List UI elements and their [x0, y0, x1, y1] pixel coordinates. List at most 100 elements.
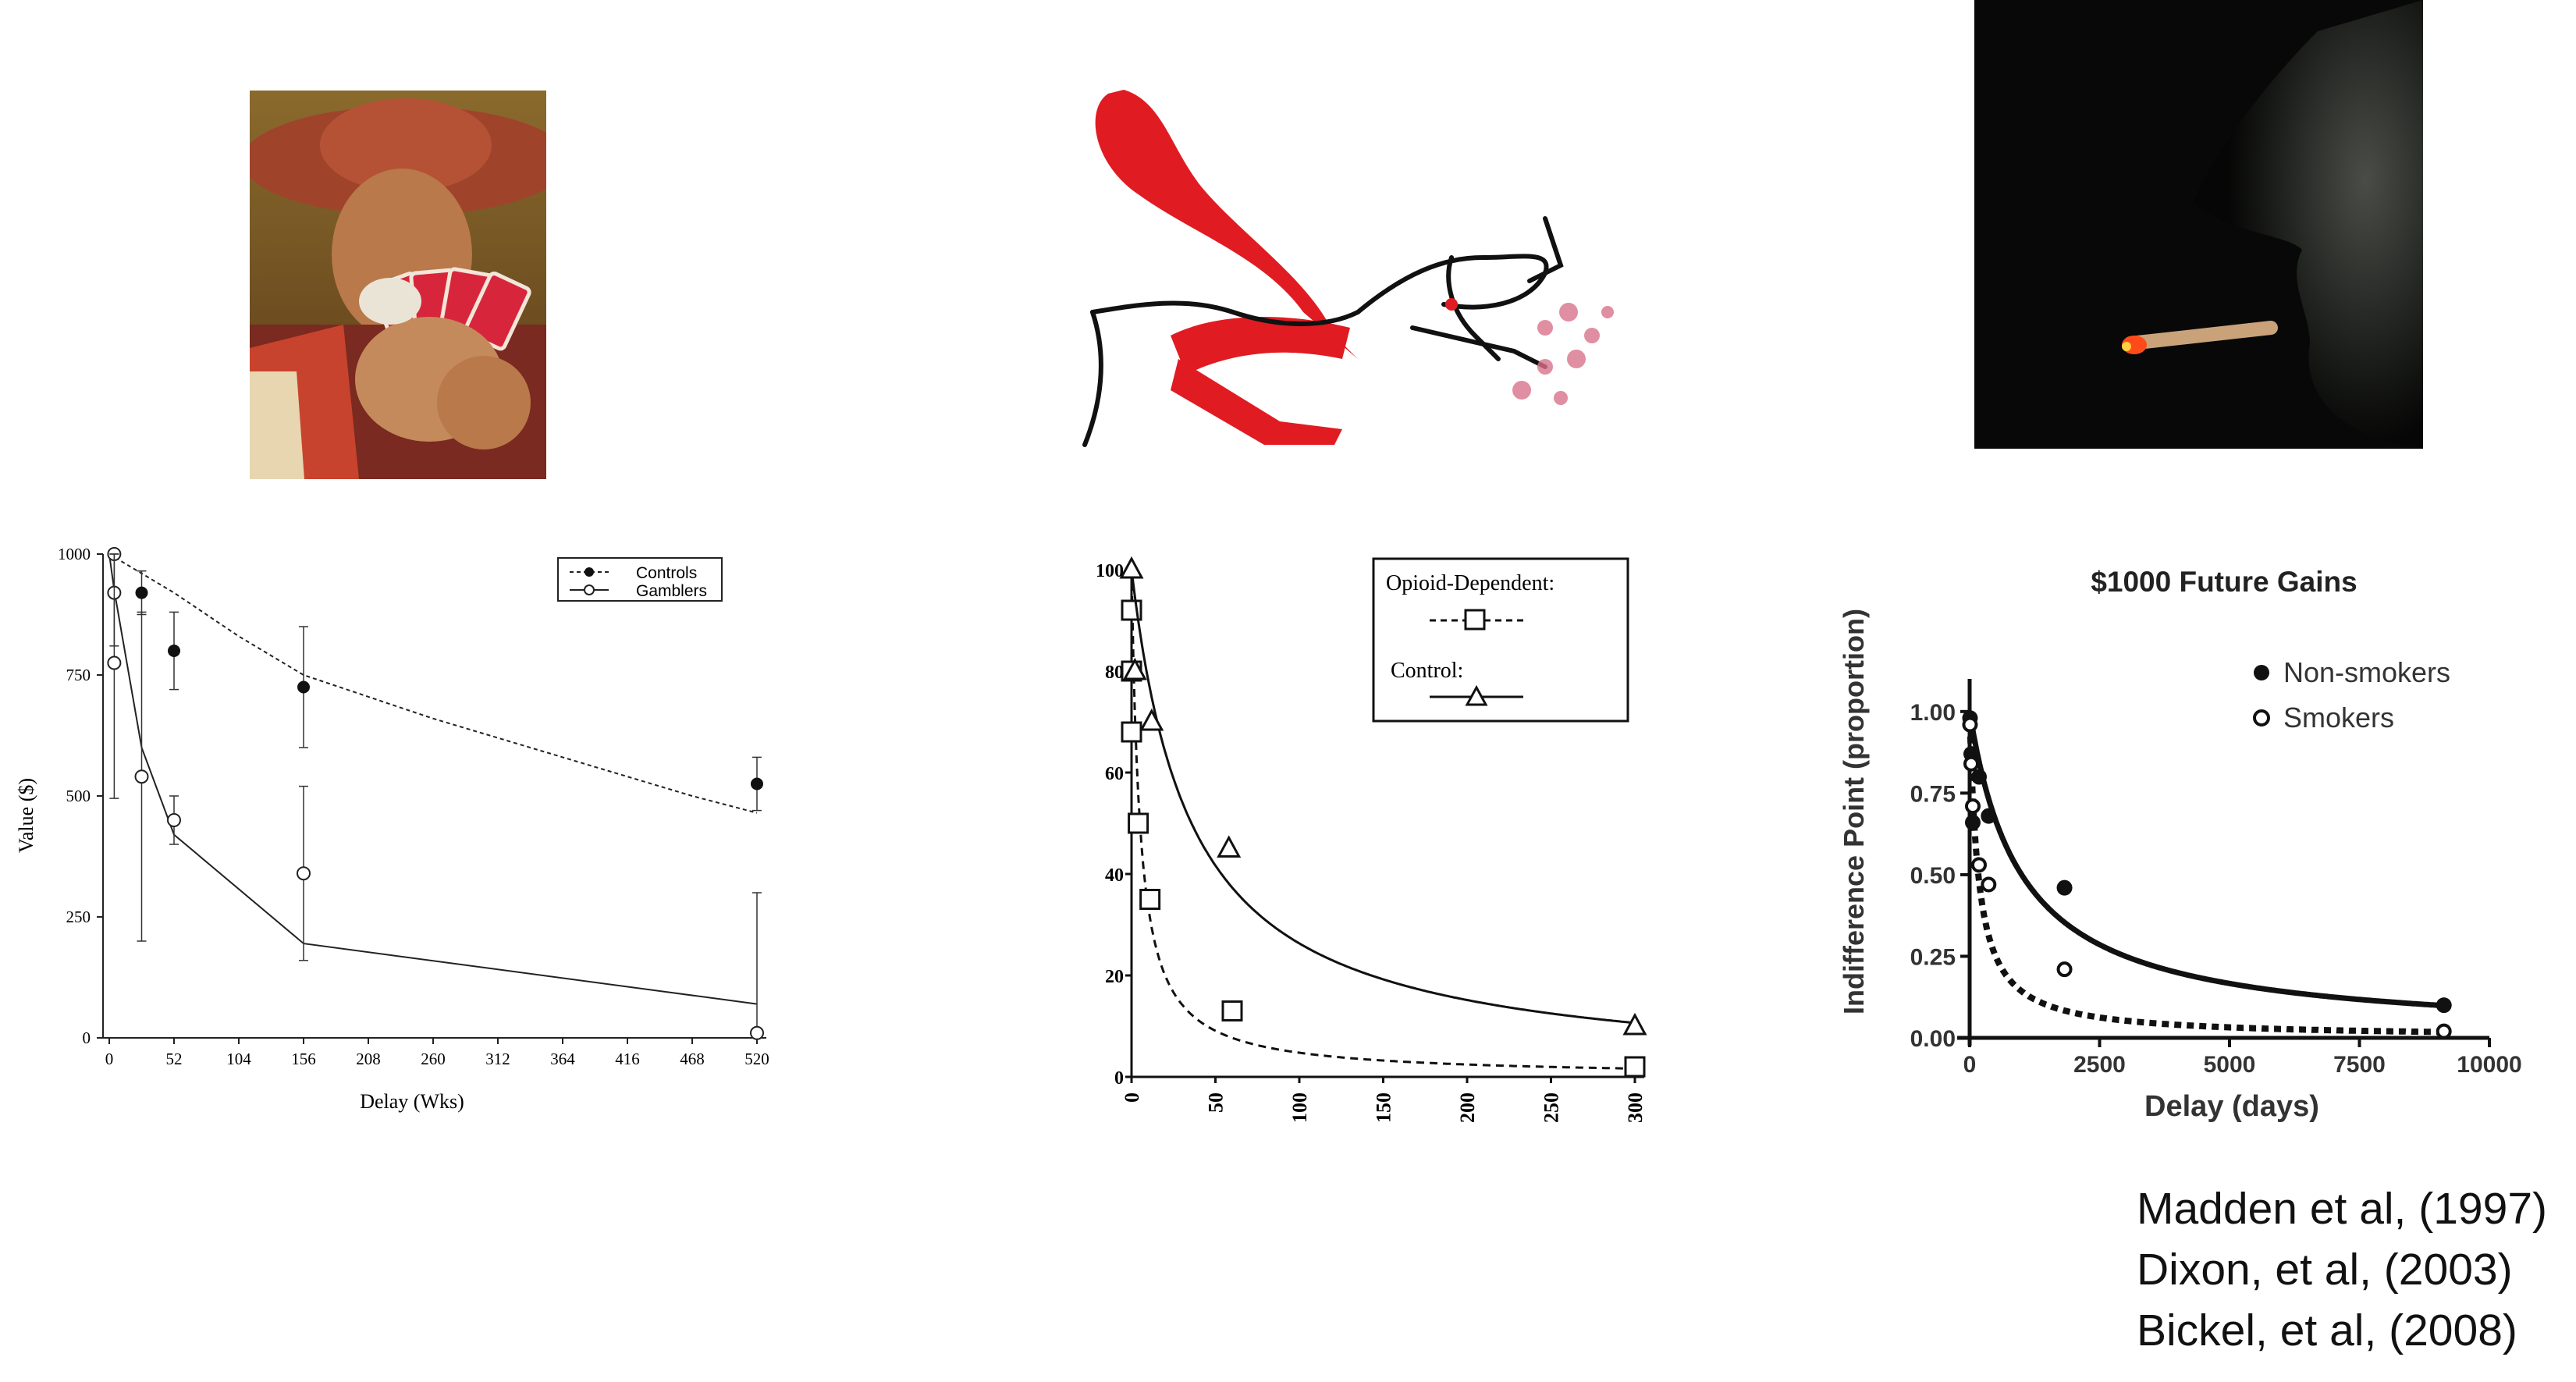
x-tick-label: 0 [1121, 1092, 1143, 1103]
legend: Controls Gamblers [557, 557, 723, 602]
y-tick-label: 500 [66, 787, 91, 805]
data-point-controls [297, 680, 310, 694]
x-tick-label: 208 [356, 1050, 381, 1068]
data-point-non-smokers [1981, 808, 1997, 824]
legend-marker-nonsmokers [2254, 665, 2269, 680]
x-tick-label: 10000 [2457, 1052, 2521, 1078]
card-player-icon [250, 91, 546, 479]
data-point-smokers [1981, 876, 1997, 893]
legend-label-gamblers: Gamblers [636, 582, 707, 600]
y-tick-label: 250 [66, 908, 91, 926]
y-tick-label: 0.00 [1910, 1026, 1956, 1052]
y-tick-label: 40 [1105, 865, 1124, 886]
y-axis-label: Value ($) [15, 778, 37, 853]
y-tick-label: 80 [1105, 663, 1124, 683]
data-point-control [1119, 556, 1144, 579]
legend-marker-gamblers [584, 584, 595, 595]
data-point-gamblers [134, 769, 149, 784]
y-tick-label: 100 [1096, 561, 1124, 581]
series-curve-opioid [1130, 569, 1635, 1070]
chart-delay-discounting-opioid: 0 50 100 150 200 250 300 0 20 40 60 80 100 Opioid-De… [1096, 556, 1647, 1123]
x-tick-label: 200 [1456, 1092, 1479, 1123]
x-axis-label: Delay (Wks) [360, 1090, 464, 1113]
gambler-painting [250, 91, 546, 479]
data-point-control [1122, 657, 1147, 680]
x-tick-label: 52 [166, 1050, 183, 1068]
data-point-control [1217, 835, 1242, 858]
data-point-smokers [1963, 755, 1979, 772]
x-tick-label: 50 [1205, 1092, 1228, 1113]
figure-drawing-icon [1077, 78, 1623, 468]
opioid-drawing [1077, 78, 1623, 468]
x-tick-label: 2500 [2073, 1052, 2126, 1078]
data-point-gamblers [107, 655, 122, 670]
data-point-smokers [1970, 857, 1987, 873]
data-point-controls [168, 645, 180, 657]
series-line-controls [108, 553, 758, 814]
x-tick-label: 364 [550, 1050, 575, 1068]
legend-label-smokers: Smokers [2283, 702, 2394, 734]
x-tick-label: 0 [105, 1050, 114, 1068]
y-tick-label: 0.50 [1910, 863, 1956, 889]
x-tick-label: 104 [226, 1050, 251, 1068]
x-tick-label: 0 [1963, 1052, 1977, 1078]
data-point-controls [751, 777, 763, 790]
citation-dixon: Dixon, et al, (2003) [2137, 1245, 2513, 1295]
x-tick-label: 7500 [2333, 1052, 2386, 1078]
series-curve-non-smokers [1967, 711, 2444, 1009]
legend: Opioid-Dependent: Control: [1372, 557, 1629, 723]
y-tick-label: 60 [1105, 764, 1124, 784]
x-tick-label: 520 [744, 1050, 769, 1068]
legend: Non-smokers Smokers [2253, 656, 2450, 734]
smoker-photo [1974, 0, 2423, 449]
y-tick-label: 0.25 [1910, 944, 1956, 970]
data-point-non-smokers [2436, 997, 2452, 1014]
data-point-control [1139, 708, 1164, 731]
cigarette-smoker-icon [1974, 0, 2423, 449]
data-point-opioid [1121, 721, 1142, 743]
citation-bickel: Bickel, et al, (2008) [2137, 1306, 2517, 1355]
legend-label-control: Control: [1391, 659, 1463, 683]
y-tick-label: 1000 [58, 545, 91, 563]
x-tick-label: 5000 [2204, 1052, 2256, 1078]
data-point-non-smokers [2056, 879, 2073, 896]
y-tick-label: 0.75 [1910, 781, 1956, 807]
legend-marker-smokers [2253, 709, 2270, 727]
x-axis-label: Delay (days) [2144, 1090, 2319, 1123]
data-point-opioid [1624, 1056, 1646, 1078]
data-point-gamblers [297, 866, 311, 881]
x-tick-label: 416 [615, 1050, 640, 1068]
data-point-smokers [1964, 798, 1981, 815]
chart-delay-discounting-gamblers: 0 52 104 156 208 260 312 364 416 468 520 0 250 500 750… [15, 545, 769, 1113]
legend-label-opioid: Opioid-Dependent: [1386, 571, 1554, 595]
data-point-opioid [1128, 812, 1149, 834]
y-tick-label: 20 [1105, 967, 1124, 987]
x-tick-label: 300 [1624, 1092, 1647, 1123]
series-curve-smokers [1967, 711, 2444, 1036]
chart-title: $1000 Future Gains [2091, 566, 2357, 598]
y-tick-label: 1.00 [1910, 700, 1956, 726]
data-point-control [1622, 1012, 1647, 1036]
y-axis-label: Indifference Point (proportion) [1838, 609, 1870, 1014]
data-point-smokers [2436, 1023, 2452, 1039]
x-tick-label: 260 [421, 1050, 446, 1068]
x-tick-label: 100 [1288, 1092, 1311, 1123]
data-point-controls [135, 586, 148, 599]
legend-marker-opioid [1464, 609, 1486, 631]
citation-madden: Madden et al, (1997) [2137, 1184, 2547, 1234]
data-point-gamblers [167, 813, 181, 827]
x-tick-label: 250 [1540, 1092, 1563, 1123]
series-line-gamblers [108, 553, 758, 1005]
data-point-gamblers [750, 1025, 764, 1040]
series-curve-control [1130, 569, 1636, 1025]
legend-label-nonsmokers: Non-smokers [2283, 656, 2450, 688]
data-point-smokers [2056, 961, 2073, 978]
x-tick-label: 150 [1373, 1092, 1395, 1123]
y-tick-label: 750 [66, 666, 91, 684]
data-point-opioid [1139, 889, 1161, 910]
x-tick-label: 312 [485, 1050, 510, 1068]
citations: Madden et al, (1997) Dixon, et al, (2003… [2137, 1178, 2547, 1361]
y-tick-label: 0 [83, 1029, 91, 1047]
data-point-opioid [1221, 1000, 1243, 1021]
x-tick-label: 468 [680, 1050, 705, 1068]
